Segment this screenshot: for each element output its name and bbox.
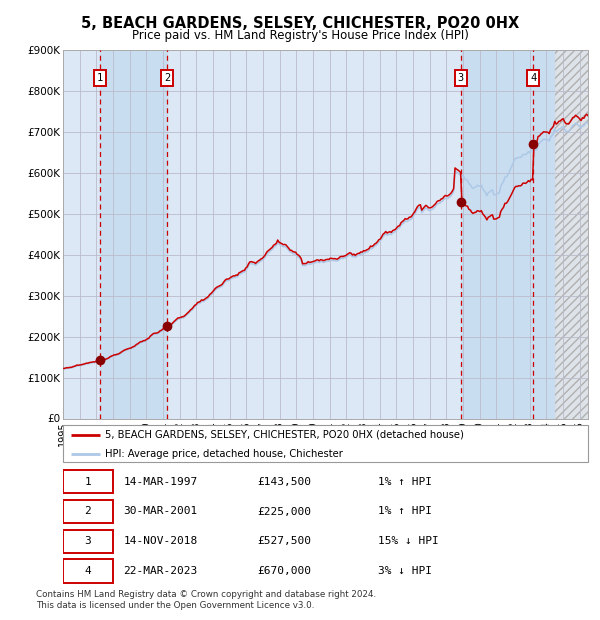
Text: 2: 2 <box>85 507 91 516</box>
Text: Contains HM Land Registry data © Crown copyright and database right 2024.
This d: Contains HM Land Registry data © Crown c… <box>36 590 376 609</box>
Text: 15% ↓ HPI: 15% ↓ HPI <box>378 536 439 546</box>
Text: £670,000: £670,000 <box>257 566 311 576</box>
FancyBboxPatch shape <box>63 559 113 583</box>
Text: 22-MAR-2023: 22-MAR-2023 <box>124 566 197 576</box>
Text: 1: 1 <box>85 477 91 487</box>
Text: 2: 2 <box>164 73 170 83</box>
Text: 3: 3 <box>458 73 464 83</box>
Text: 4: 4 <box>85 566 91 576</box>
Bar <box>554 50 588 419</box>
Text: 3% ↓ HPI: 3% ↓ HPI <box>378 566 432 576</box>
Text: 1% ↑ HPI: 1% ↑ HPI <box>378 507 432 516</box>
FancyBboxPatch shape <box>63 470 113 494</box>
Text: 4: 4 <box>530 73 536 83</box>
Bar <box>533 50 554 419</box>
Text: 14-NOV-2018: 14-NOV-2018 <box>124 536 197 546</box>
Text: £527,500: £527,500 <box>257 536 311 546</box>
FancyBboxPatch shape <box>63 529 113 553</box>
FancyBboxPatch shape <box>63 500 113 523</box>
Text: 1: 1 <box>97 73 103 83</box>
FancyBboxPatch shape <box>63 425 588 462</box>
Text: £143,500: £143,500 <box>257 477 311 487</box>
Text: 5, BEACH GARDENS, SELSEY, CHICHESTER, PO20 0HX (detached house): 5, BEACH GARDENS, SELSEY, CHICHESTER, PO… <box>105 430 464 440</box>
Bar <box>554 50 588 419</box>
Text: 14-MAR-1997: 14-MAR-1997 <box>124 477 197 487</box>
Text: 3: 3 <box>85 536 91 546</box>
Text: 1% ↑ HPI: 1% ↑ HPI <box>378 477 432 487</box>
Text: 5, BEACH GARDENS, SELSEY, CHICHESTER, PO20 0HX: 5, BEACH GARDENS, SELSEY, CHICHESTER, PO… <box>81 16 519 30</box>
Text: 30-MAR-2001: 30-MAR-2001 <box>124 507 197 516</box>
Text: £225,000: £225,000 <box>257 507 311 516</box>
Text: HPI: Average price, detached house, Chichester: HPI: Average price, detached house, Chic… <box>105 449 343 459</box>
Bar <box>100 50 167 419</box>
Text: Price paid vs. HM Land Registry's House Price Index (HPI): Price paid vs. HM Land Registry's House … <box>131 29 469 42</box>
Bar <box>461 50 533 419</box>
